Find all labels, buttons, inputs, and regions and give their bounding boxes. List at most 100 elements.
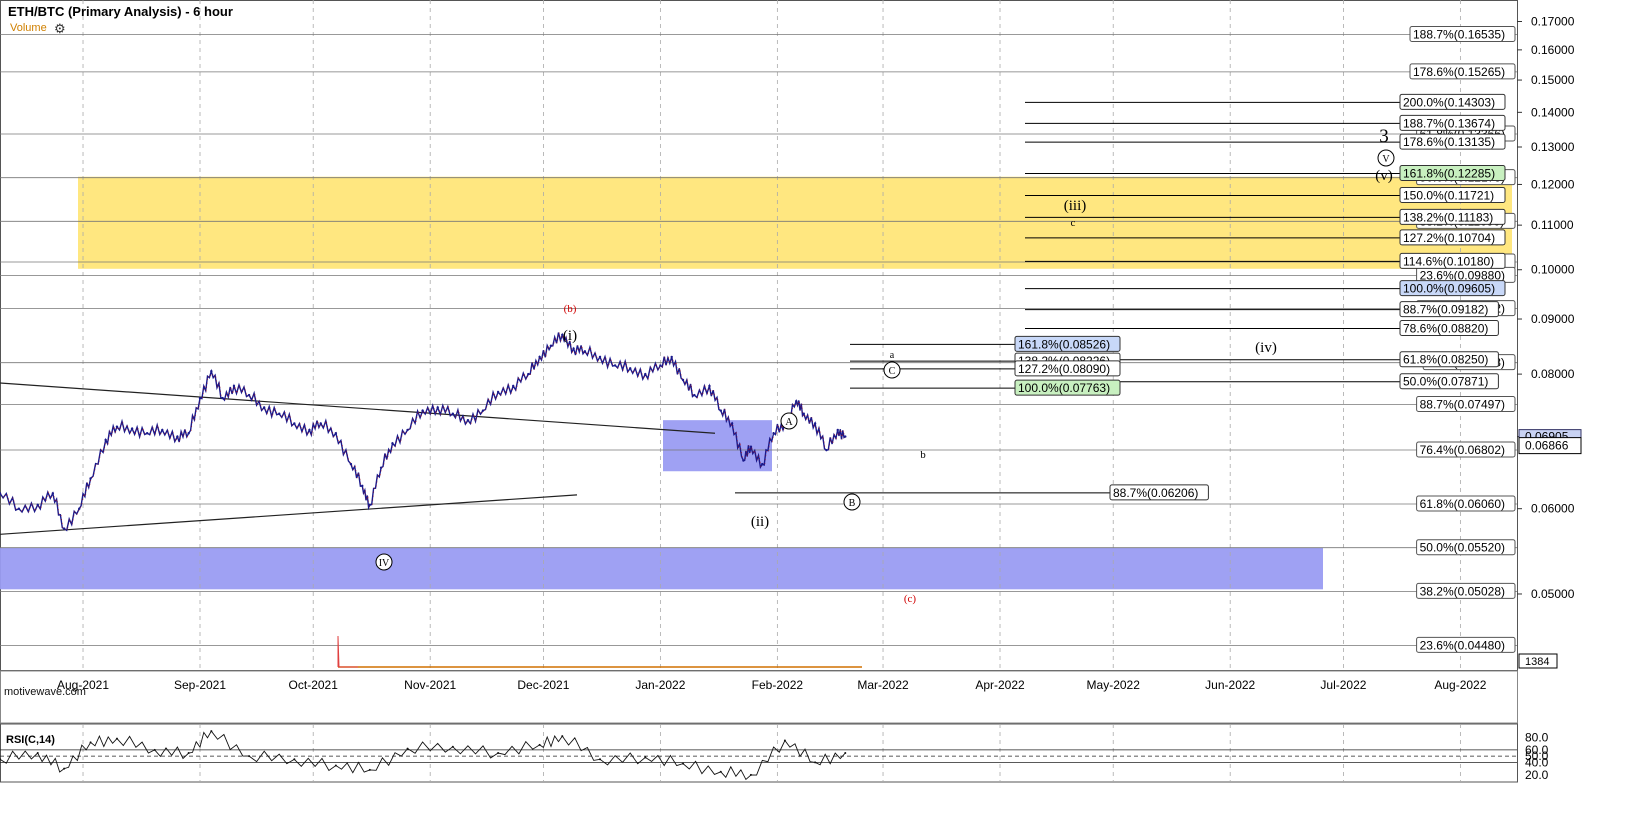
price-point — [391, 442, 394, 445]
price-point — [130, 427, 134, 430]
rsi-point — [187, 752, 190, 754]
fib-label-box-wave3: 88.7%(0.09182) — [1399, 301, 1499, 318]
price-point — [161, 428, 164, 432]
fib-label-wave3: 138.2%(0.11183) — [1403, 210, 1493, 224]
rsi-point — [844, 752, 847, 754]
fib-label-box-wave3: 78.6%(0.08820) — [1399, 319, 1499, 336]
blue-support-zone — [0, 547, 1323, 590]
price-point — [836, 428, 839, 432]
fib-label: 178.6%(0.15265) — [1413, 65, 1505, 79]
y-tick-label: 0.17000 — [1531, 15, 1575, 29]
rsi-y-tick-label: 80.0 — [1525, 730, 1549, 744]
price-point — [813, 422, 817, 425]
price-point — [761, 462, 764, 466]
price-point — [17, 507, 21, 510]
price-point — [104, 438, 107, 442]
fib-label-box-wave3: 150.0%(0.11721) — [1399, 186, 1506, 203]
rsi-point — [0, 758, 1, 761]
wave-label: (ii) — [751, 514, 769, 530]
volume-tag-label: 1384 — [1525, 656, 1549, 668]
volume-label[interactable]: Volume — [10, 22, 47, 34]
wave-label: a — [890, 350, 895, 361]
fib-label-box-c: 100.0%(0.07763) — [1014, 379, 1121, 396]
rsi-point — [599, 758, 602, 761]
fib-label-wave3: 178.6%(0.13135) — [1403, 135, 1495, 149]
y-tick-label: 0.13000 — [1531, 140, 1575, 154]
volume-tag: 1384 — [1518, 653, 1558, 669]
y-tick-label: 0.11000 — [1531, 218, 1574, 232]
fib-label-box-wave3: 127.2%(0.10704) — [1399, 229, 1506, 246]
fib-label-wave3: 200.0%(0.14303) — [1403, 95, 1495, 109]
wave-label: (iv) — [1255, 340, 1277, 356]
time-axis — [0, 670, 1518, 724]
wave-label: c — [1071, 217, 1076, 229]
fib-label-wave3: 150.0%(0.11721) — [1403, 188, 1494, 202]
fib-label-box-wave3: 161.8%(0.12285) — [1399, 164, 1506, 181]
fib-label: 50.0%(0.05520) — [1420, 541, 1505, 555]
fib-label-wave3: 50.0%(0.07871) — [1403, 375, 1488, 389]
watermark: motivewave.com — [4, 686, 86, 698]
gear-icon[interactable]: ⚙ — [54, 21, 66, 36]
x-tick-label: Jul-2022 — [1320, 678, 1366, 692]
x-tick-label: May-2022 — [1087, 678, 1141, 692]
price-point — [232, 384, 236, 388]
y-tick-label: 0.15000 — [1531, 73, 1575, 87]
price-point — [644, 372, 647, 376]
price-point — [527, 372, 530, 376]
x-tick-label: Sep-2021 — [174, 678, 226, 692]
wave-label-text: B — [849, 498, 856, 509]
rsi-point — [368, 768, 371, 771]
price-point — [451, 412, 455, 415]
fib-label-box-wave3: 100.0%(0.09605) — [1399, 280, 1506, 297]
rsi-y-tick-label: 40.0 — [1525, 755, 1549, 769]
price-point — [210, 370, 213, 373]
price-point — [187, 432, 190, 435]
fib-label-c: 127.2%(0.08090) — [1018, 362, 1110, 376]
fib-label: 61.8%(0.06060) — [1420, 497, 1505, 511]
price-point — [379, 466, 383, 469]
rsi-point — [497, 752, 500, 754]
price-point — [247, 393, 251, 397]
x-tick-label: Feb-2022 — [752, 678, 804, 692]
wave-label-text: V — [1382, 154, 1390, 165]
x-tick-label: Aug-2022 — [1434, 678, 1486, 692]
fib-label-box: 23.6%(0.04480) — [1416, 636, 1516, 653]
rsi-point — [115, 737, 118, 740]
x-tick-label: Dec-2021 — [517, 678, 569, 692]
fib-label-wave3: 188.7%(0.13674) — [1403, 116, 1495, 130]
price-point — [628, 367, 632, 370]
price-point — [719, 409, 722, 412]
rsi-y-tick-label: 50.0 — [1525, 749, 1549, 763]
price-point — [406, 428, 409, 432]
fib-label-box: 38.2%(0.05028) — [1416, 582, 1516, 599]
rsi-point — [406, 747, 409, 750]
price-point — [319, 422, 322, 425]
fib-label-c: 100.0%(0.07763) — [1018, 381, 1110, 395]
wave-label: (iii) — [1064, 198, 1087, 214]
rsi-point — [749, 773, 752, 776]
price-point — [693, 393, 696, 397]
wave-label-circled: A — [780, 412, 798, 430]
fib-label-wave3: 161.8%(0.12285) — [1403, 166, 1495, 180]
fib-label-wave3: 127.2%(0.10704) — [1403, 231, 1495, 245]
y-tick-label: 0.09000 — [1531, 312, 1575, 326]
fib-label: 188.7%(0.16535) — [1413, 27, 1505, 41]
price-point — [795, 399, 798, 403]
rsi-point — [248, 755, 251, 758]
price-point — [78, 507, 81, 510]
trendline-lower — [0, 494, 578, 535]
fib-label-box-wave3: 188.7%(0.13674) — [1399, 114, 1506, 131]
y-tick-label: 0.10000 — [1531, 263, 1575, 277]
price-point — [825, 448, 828, 452]
price-point — [361, 484, 364, 488]
price-point — [221, 396, 224, 400]
wave-label: (b) — [564, 303, 577, 315]
price-point — [730, 422, 734, 425]
wave-label-circled: IV — [375, 553, 393, 571]
price-point — [772, 432, 775, 435]
price-point — [512, 384, 515, 388]
y-tick-label: 0.08000 — [1531, 367, 1575, 381]
x-tick-label: Jun-2022 — [1205, 678, 1255, 692]
